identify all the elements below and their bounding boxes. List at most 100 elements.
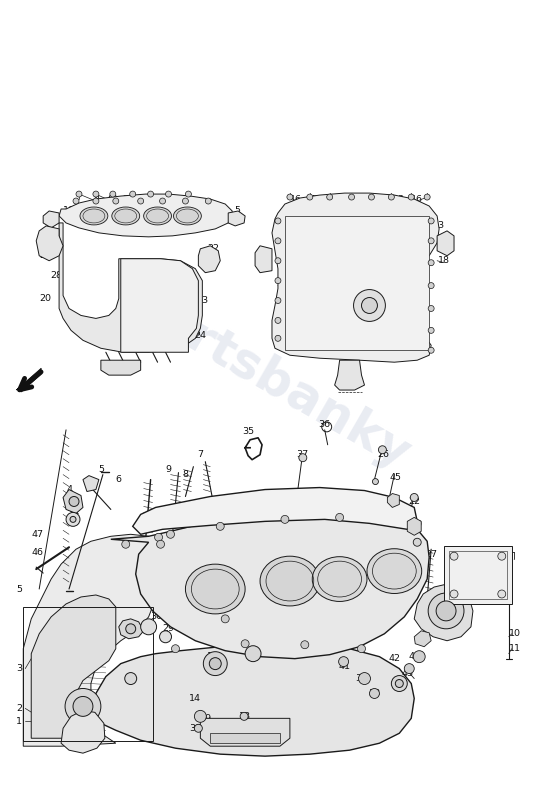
Circle shape bbox=[373, 478, 378, 485]
Text: 31: 31 bbox=[492, 550, 504, 558]
Circle shape bbox=[498, 552, 506, 560]
Text: 5: 5 bbox=[98, 465, 104, 474]
Circle shape bbox=[70, 516, 76, 522]
Circle shape bbox=[275, 335, 281, 342]
Text: 3: 3 bbox=[16, 664, 23, 673]
Ellipse shape bbox=[112, 207, 140, 225]
Text: 38: 38 bbox=[368, 689, 381, 698]
Circle shape bbox=[299, 454, 307, 462]
Bar bbox=[285, 216, 429, 350]
Polygon shape bbox=[121, 258, 198, 352]
Circle shape bbox=[450, 552, 458, 560]
Circle shape bbox=[275, 218, 281, 224]
Polygon shape bbox=[16, 368, 41, 392]
Text: 44: 44 bbox=[407, 540, 419, 549]
Circle shape bbox=[147, 191, 154, 197]
Text: 13: 13 bbox=[277, 222, 289, 230]
Text: 21: 21 bbox=[113, 344, 125, 353]
Text: 16: 16 bbox=[290, 194, 302, 203]
Bar bbox=[23, 607, 153, 742]
Circle shape bbox=[391, 675, 407, 691]
Polygon shape bbox=[119, 619, 144, 638]
Text: 15: 15 bbox=[341, 194, 354, 203]
Text: 26: 26 bbox=[147, 336, 159, 345]
Circle shape bbox=[408, 194, 414, 200]
Text: 5: 5 bbox=[16, 585, 23, 594]
Polygon shape bbox=[414, 584, 473, 641]
Polygon shape bbox=[111, 510, 429, 658]
Text: 22: 22 bbox=[47, 231, 59, 240]
Polygon shape bbox=[59, 194, 232, 237]
Circle shape bbox=[240, 712, 248, 720]
Polygon shape bbox=[31, 595, 116, 738]
Polygon shape bbox=[200, 718, 290, 746]
Text: 45: 45 bbox=[389, 473, 401, 482]
Text: 27: 27 bbox=[425, 550, 437, 558]
Ellipse shape bbox=[185, 564, 245, 614]
Text: 32: 32 bbox=[498, 585, 510, 594]
Circle shape bbox=[275, 238, 281, 244]
Text: 13: 13 bbox=[324, 194, 336, 203]
Circle shape bbox=[69, 497, 79, 506]
Circle shape bbox=[361, 298, 377, 314]
Text: 42: 42 bbox=[389, 654, 400, 663]
Text: 47: 47 bbox=[31, 530, 43, 539]
Text: 10: 10 bbox=[63, 206, 75, 215]
Circle shape bbox=[203, 652, 227, 675]
Circle shape bbox=[154, 534, 162, 542]
Circle shape bbox=[287, 194, 293, 200]
Circle shape bbox=[428, 238, 434, 244]
Polygon shape bbox=[388, 494, 399, 507]
Circle shape bbox=[368, 194, 375, 200]
Circle shape bbox=[424, 194, 430, 200]
Circle shape bbox=[166, 191, 172, 197]
Text: 7: 7 bbox=[197, 450, 203, 459]
Text: 8: 8 bbox=[108, 194, 114, 203]
Polygon shape bbox=[133, 487, 417, 534]
Polygon shape bbox=[43, 211, 59, 228]
Circle shape bbox=[428, 347, 434, 354]
Ellipse shape bbox=[260, 556, 320, 606]
Text: 43: 43 bbox=[401, 669, 413, 678]
Circle shape bbox=[428, 260, 434, 266]
Polygon shape bbox=[61, 710, 105, 753]
Circle shape bbox=[182, 198, 189, 204]
Circle shape bbox=[185, 191, 191, 197]
Circle shape bbox=[160, 198, 166, 204]
Circle shape bbox=[428, 282, 434, 289]
Text: 12: 12 bbox=[207, 652, 219, 661]
Text: 7: 7 bbox=[122, 194, 128, 203]
Text: 6: 6 bbox=[152, 194, 158, 203]
Circle shape bbox=[245, 646, 261, 662]
Text: 8: 8 bbox=[137, 194, 143, 203]
Text: 33: 33 bbox=[497, 568, 510, 577]
Text: 18: 18 bbox=[438, 256, 450, 266]
Circle shape bbox=[428, 218, 434, 224]
Polygon shape bbox=[101, 360, 140, 375]
Circle shape bbox=[336, 514, 344, 522]
Circle shape bbox=[436, 601, 456, 621]
Circle shape bbox=[138, 198, 144, 204]
Text: 9: 9 bbox=[166, 465, 172, 474]
Circle shape bbox=[389, 194, 394, 200]
Polygon shape bbox=[63, 490, 83, 514]
Ellipse shape bbox=[80, 207, 108, 225]
Polygon shape bbox=[36, 226, 63, 261]
Text: 16: 16 bbox=[411, 194, 423, 203]
Circle shape bbox=[358, 645, 366, 653]
Ellipse shape bbox=[367, 549, 422, 594]
Text: 41: 41 bbox=[339, 662, 351, 671]
Text: 22: 22 bbox=[408, 497, 420, 506]
Polygon shape bbox=[272, 193, 439, 362]
Circle shape bbox=[378, 446, 386, 454]
Text: 2: 2 bbox=[16, 704, 23, 713]
Text: 38: 38 bbox=[189, 724, 202, 733]
Circle shape bbox=[396, 679, 403, 687]
Bar bbox=[444, 546, 512, 604]
Text: 11: 11 bbox=[509, 644, 520, 654]
Text: 23: 23 bbox=[196, 296, 209, 305]
Text: 29: 29 bbox=[162, 624, 175, 634]
Text: 1: 1 bbox=[16, 717, 23, 726]
Bar bbox=[210, 734, 280, 743]
Circle shape bbox=[140, 619, 157, 634]
